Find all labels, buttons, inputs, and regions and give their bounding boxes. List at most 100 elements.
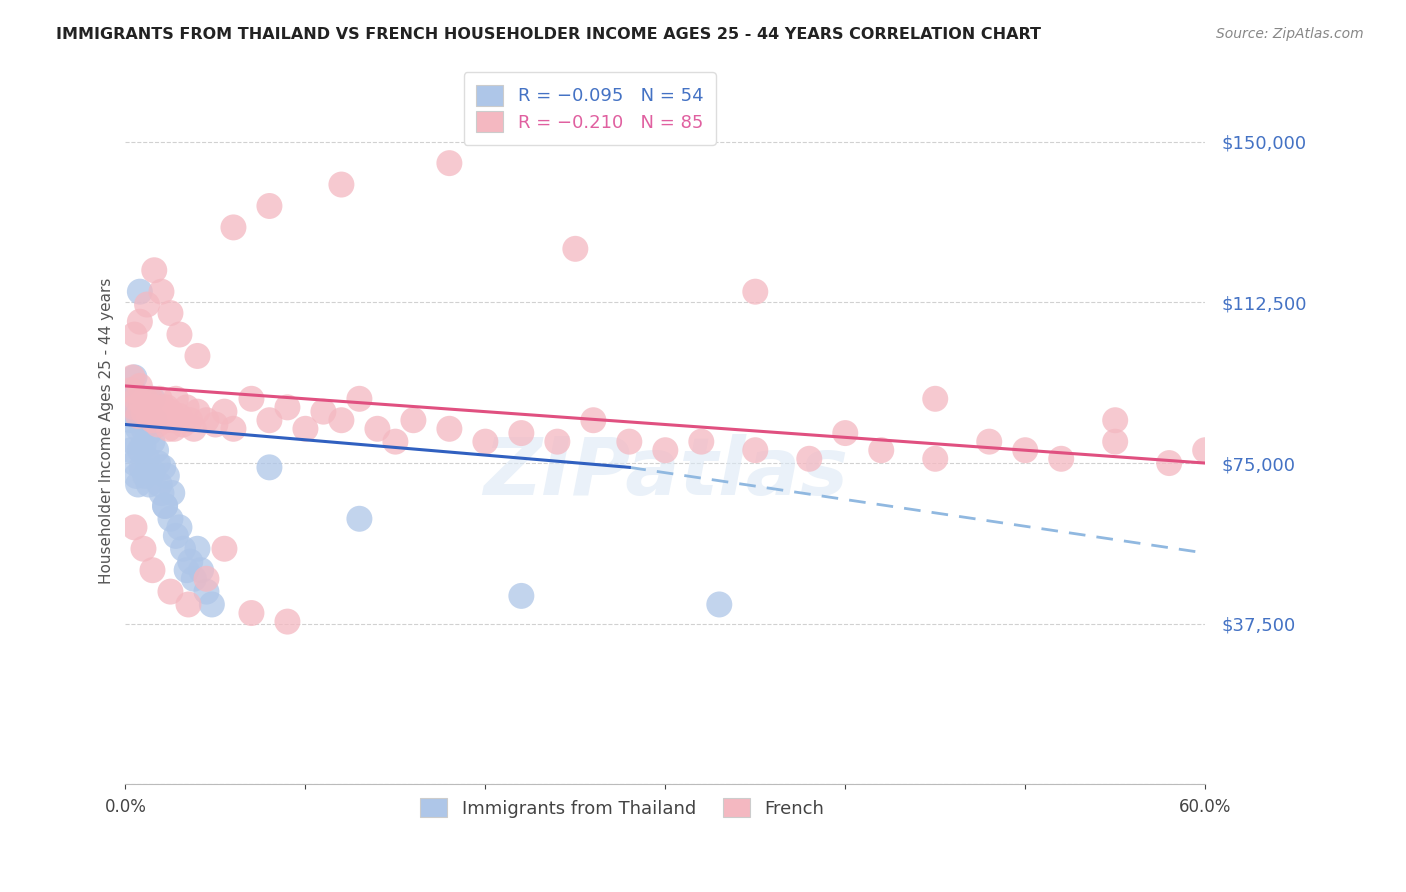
Point	[204, 417, 226, 432]
Point	[131, 404, 153, 418]
Point	[136, 413, 159, 427]
Point	[159, 306, 181, 320]
Point	[195, 413, 218, 427]
Point	[156, 401, 179, 415]
Point	[276, 401, 298, 415]
Point	[214, 541, 236, 556]
Point	[384, 434, 406, 449]
Point	[159, 512, 181, 526]
Point	[439, 156, 461, 170]
Point	[124, 401, 146, 415]
Point	[186, 349, 208, 363]
Point	[240, 606, 263, 620]
Point	[176, 563, 198, 577]
Point	[172, 417, 194, 432]
Point	[1104, 434, 1126, 449]
Point	[150, 486, 173, 500]
Point	[349, 512, 371, 526]
Point	[124, 327, 146, 342]
Point	[132, 541, 155, 556]
Point	[654, 443, 676, 458]
Point	[259, 199, 281, 213]
Point	[132, 422, 155, 436]
Point	[141, 392, 163, 406]
Point	[139, 409, 162, 423]
Point	[120, 413, 142, 427]
Point	[136, 297, 159, 311]
Point	[149, 477, 172, 491]
Point	[121, 434, 143, 449]
Point	[172, 541, 194, 556]
Point	[474, 434, 496, 449]
Point	[294, 422, 316, 436]
Point	[134, 392, 156, 406]
Point	[690, 434, 713, 449]
Point	[125, 469, 148, 483]
Point	[546, 434, 568, 449]
Point	[128, 443, 150, 458]
Point	[159, 584, 181, 599]
Point	[1014, 443, 1036, 458]
Point	[145, 404, 167, 418]
Point	[222, 422, 245, 436]
Point	[1159, 456, 1181, 470]
Point	[120, 443, 142, 458]
Y-axis label: Householder Income Ages 25 - 44 years: Householder Income Ages 25 - 44 years	[100, 277, 114, 584]
Point	[134, 469, 156, 483]
Point	[186, 541, 208, 556]
Point	[128, 413, 150, 427]
Point	[128, 315, 150, 329]
Point	[214, 404, 236, 418]
Point	[138, 477, 160, 491]
Point	[128, 285, 150, 299]
Point	[141, 465, 163, 479]
Point	[136, 451, 159, 466]
Point	[165, 392, 187, 406]
Point	[744, 285, 766, 299]
Point	[799, 451, 821, 466]
Point	[132, 439, 155, 453]
Legend: Immigrants from Thailand, French: Immigrants from Thailand, French	[413, 790, 831, 825]
Point	[136, 401, 159, 415]
Text: IMMIGRANTS FROM THAILAND VS FRENCH HOUSEHOLDER INCOME AGES 25 - 44 YEARS CORRELA: IMMIGRANTS FROM THAILAND VS FRENCH HOUSE…	[56, 27, 1042, 42]
Point	[153, 499, 176, 513]
Point	[179, 555, 201, 569]
Point	[163, 422, 186, 436]
Point	[1104, 413, 1126, 427]
Point	[141, 413, 163, 427]
Point	[564, 242, 586, 256]
Point	[186, 404, 208, 418]
Point	[127, 422, 149, 436]
Point	[201, 598, 224, 612]
Point	[120, 383, 142, 397]
Point	[169, 327, 191, 342]
Point	[153, 413, 176, 427]
Point	[709, 598, 731, 612]
Point	[349, 392, 371, 406]
Point	[183, 572, 205, 586]
Point	[402, 413, 425, 427]
Point	[146, 417, 169, 432]
Point	[125, 392, 148, 406]
Point	[131, 460, 153, 475]
Point	[156, 469, 179, 483]
Point	[149, 392, 172, 406]
Point	[169, 520, 191, 534]
Point	[177, 598, 200, 612]
Point	[143, 401, 166, 415]
Point	[141, 434, 163, 449]
Point	[979, 434, 1001, 449]
Point	[150, 409, 173, 423]
Point	[190, 563, 212, 577]
Point	[744, 443, 766, 458]
Point	[276, 615, 298, 629]
Point	[157, 422, 180, 436]
Point	[439, 422, 461, 436]
Point	[124, 520, 146, 534]
Point	[259, 460, 281, 475]
Point	[141, 563, 163, 577]
Point	[169, 409, 191, 423]
Point	[139, 392, 162, 406]
Point	[150, 285, 173, 299]
Point	[179, 413, 201, 427]
